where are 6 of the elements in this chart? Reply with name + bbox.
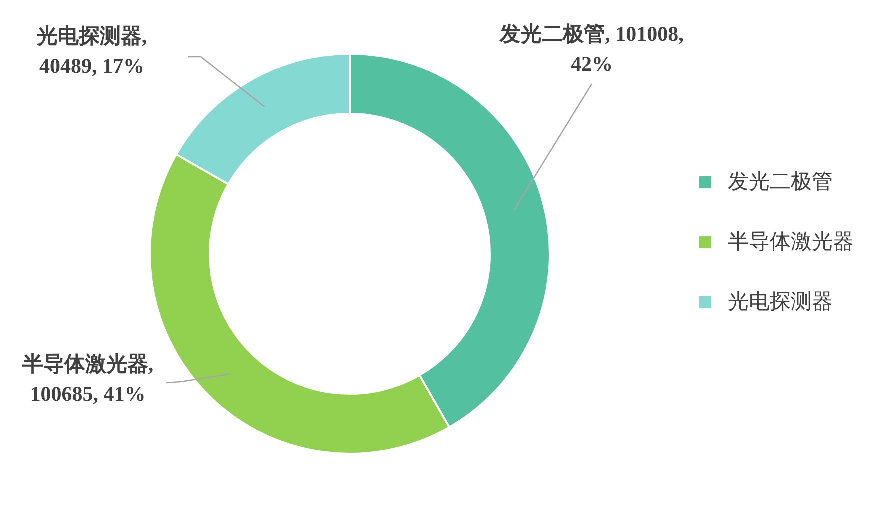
legend-label: 半导体激光器 bbox=[728, 230, 854, 254]
data-label: 光电探测器, 40489, 17% bbox=[36, 24, 148, 78]
legend-label: 发光二极管 bbox=[728, 170, 833, 194]
data-label: 半导体激光器, 100685, 41% bbox=[21, 352, 154, 406]
legend-label: 光电探测器 bbox=[728, 290, 833, 314]
data-label: 发光二极管, 101008, 42% bbox=[499, 22, 684, 76]
